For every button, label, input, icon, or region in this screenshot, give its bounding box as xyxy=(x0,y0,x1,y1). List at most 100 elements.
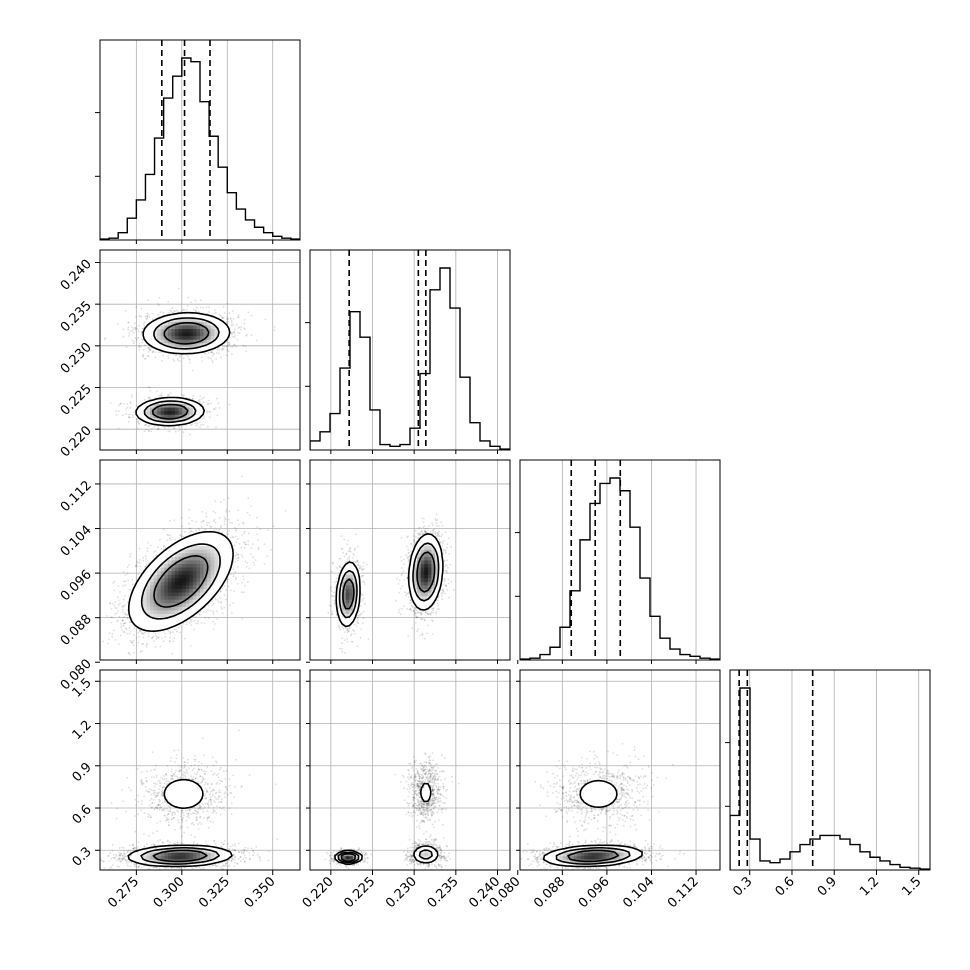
density-cell xyxy=(192,332,197,337)
panel-1-0 xyxy=(99,249,301,451)
scatter-point xyxy=(218,348,221,351)
scatter-point xyxy=(203,396,205,399)
scatter-point xyxy=(152,312,155,315)
density-cell xyxy=(157,325,162,329)
density-cell xyxy=(157,407,162,412)
density-cell xyxy=(178,421,183,426)
scatter-point xyxy=(216,397,219,400)
scatter-point xyxy=(174,539,177,541)
scatter-point xyxy=(213,518,216,521)
scatter-point xyxy=(139,314,142,317)
scatter-point xyxy=(141,341,144,344)
scatter-point xyxy=(167,393,169,396)
density-cell xyxy=(171,417,176,422)
scatter-point xyxy=(230,318,233,320)
scatter-point xyxy=(166,533,169,536)
density-cell xyxy=(175,407,179,412)
scatter-point xyxy=(124,309,127,312)
scatter-point xyxy=(131,330,134,333)
scatter-point xyxy=(202,401,205,404)
scatter-point xyxy=(122,328,125,331)
scatter-point xyxy=(226,316,229,319)
scatter-point xyxy=(147,386,150,389)
scatter-point xyxy=(230,320,233,322)
scatter-point xyxy=(118,404,120,407)
scatter-point xyxy=(128,335,130,337)
scatter-point xyxy=(143,344,146,347)
density-cell xyxy=(192,342,197,347)
scatter-point xyxy=(226,345,228,348)
density-cell xyxy=(196,314,201,319)
density-cell xyxy=(185,342,190,347)
scatter-point xyxy=(116,620,118,623)
scatter-point xyxy=(231,321,233,324)
scatter-point xyxy=(169,534,172,537)
scatter-point xyxy=(204,528,207,530)
scatter-point xyxy=(130,642,133,644)
density-cell xyxy=(150,342,154,347)
scatter-point xyxy=(135,637,138,639)
scatter-point xyxy=(232,568,235,570)
scatter-point xyxy=(127,321,130,324)
scatter-point xyxy=(231,353,233,356)
scatter-point xyxy=(146,642,149,645)
scatter-point xyxy=(232,573,235,576)
scatter-point xyxy=(191,369,194,372)
scatter-point xyxy=(154,550,157,552)
scatter-point xyxy=(127,652,130,655)
scatter-point xyxy=(142,354,145,356)
density-cell xyxy=(164,346,169,351)
scatter-point xyxy=(200,521,203,524)
scatter-point xyxy=(152,351,155,353)
scatter-point xyxy=(192,395,195,397)
scatter-point xyxy=(104,337,107,339)
scatter-point xyxy=(216,414,219,417)
scatter-point xyxy=(235,557,238,560)
scatter-point xyxy=(133,634,135,636)
scatter-point xyxy=(222,317,225,319)
scatter-point xyxy=(180,310,183,312)
scatter-point xyxy=(204,352,207,355)
density-cell xyxy=(178,339,183,344)
scatter-point xyxy=(172,640,175,643)
density-cell xyxy=(175,335,179,340)
density-cell xyxy=(196,321,201,326)
density-cell xyxy=(221,332,226,337)
scatter-point xyxy=(117,427,120,430)
scatter-point xyxy=(111,635,114,638)
density-cell xyxy=(189,407,194,412)
scatter-point xyxy=(227,318,230,321)
scatter-point xyxy=(160,392,163,395)
scatter-point xyxy=(153,640,156,642)
density-cell xyxy=(150,400,154,404)
density-cell xyxy=(150,328,154,333)
scatter-point xyxy=(147,355,150,357)
scatter-point xyxy=(219,601,222,604)
density-cell xyxy=(178,342,183,347)
scatter-point xyxy=(185,309,188,311)
scatter-point xyxy=(240,328,242,331)
scatter-point xyxy=(228,510,231,513)
scatter-point xyxy=(130,326,133,329)
scatter-point xyxy=(207,604,210,606)
density-cell xyxy=(160,325,165,329)
scatter-point xyxy=(183,394,186,397)
scatter-point xyxy=(136,565,139,567)
scatter-point xyxy=(131,339,134,342)
density-cell xyxy=(167,314,172,319)
density-cell xyxy=(196,317,201,322)
scatter-point xyxy=(241,618,244,620)
scatter-point xyxy=(195,424,198,427)
density-cell xyxy=(171,342,176,347)
density-cell xyxy=(153,332,158,337)
scatter-point xyxy=(135,306,138,309)
density-cell xyxy=(185,317,190,322)
scatter-point xyxy=(116,612,118,615)
scatter-point xyxy=(194,616,197,618)
scatter-point xyxy=(177,287,180,290)
scatter-point xyxy=(147,347,150,349)
scatter-point xyxy=(143,358,146,360)
density-cell xyxy=(175,325,179,329)
scatter-point xyxy=(212,352,214,354)
scatter-point xyxy=(226,318,228,321)
